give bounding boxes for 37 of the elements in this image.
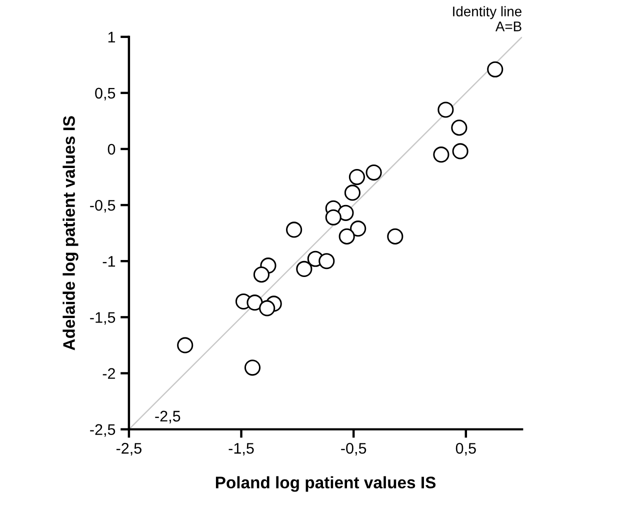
- point: [438, 102, 454, 118]
- x-tick-label: -0,5: [341, 442, 366, 456]
- point: [325, 209, 342, 226]
- point: [296, 260, 312, 278]
- point: [433, 146, 450, 163]
- y-tick-label: -1: [102, 256, 116, 267]
- point: [366, 164, 382, 181]
- point: [350, 220, 366, 237]
- point: [487, 61, 504, 78]
- y-tick-label: -2: [102, 368, 115, 379]
- point: [338, 228, 355, 244]
- point: [338, 204, 354, 221]
- point: [244, 360, 261, 376]
- point: [177, 337, 194, 354]
- point: [344, 184, 361, 201]
- y-tick-label: 0: [108, 144, 116, 155]
- y-axis-title: Adelaide log patient values IS: [62, 116, 78, 350]
- y-tick-label: -0,5: [90, 200, 116, 213]
- x-tick-label: 0,5: [456, 442, 476, 456]
- x-tick-label: -1,5: [228, 443, 254, 456]
- annotation: -2,5: [155, 410, 180, 424]
- point: [253, 266, 270, 283]
- point: [286, 222, 302, 238]
- point: [246, 294, 263, 311]
- point: [348, 168, 366, 186]
- point: [259, 300, 276, 316]
- point: [387, 228, 404, 244]
- point: [451, 120, 468, 136]
- x-tick-label: -2,5: [116, 442, 142, 456]
- point: [452, 143, 468, 160]
- y-tick-label: 1: [108, 32, 116, 42]
- x-axis-title: Poland log patient values IS: [216, 476, 436, 492]
- y-tick-label: -1,5: [90, 312, 116, 325]
- y-tick-label: 0,5: [95, 88, 116, 100]
- point: [318, 253, 335, 270]
- y-tick-label: -2,5: [90, 424, 116, 437]
- annotation: Identity line A=B: [453, 6, 522, 32]
